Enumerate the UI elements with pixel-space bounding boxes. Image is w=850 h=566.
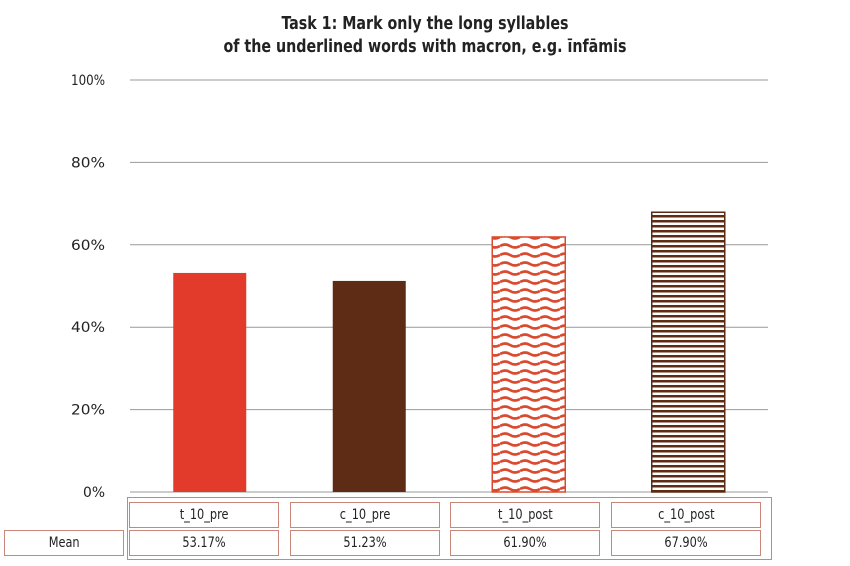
- y-tick-label: 0%: [83, 485, 105, 501]
- y-tick-label: 80%: [71, 155, 105, 171]
- bars: [173, 211, 726, 493]
- table-row-label-mean-text: Mean: [48, 535, 80, 551]
- table-value-t_10_pre-text: 53.17%: [182, 535, 226, 551]
- y-tick-label: 20%: [71, 403, 105, 419]
- y-axis-ticks: 0% 20% 40% 60% 80% 100%: [71, 73, 105, 501]
- table-header-t_10_pre: t_10_pre: [129, 502, 279, 528]
- table-value-c_10_post: 67.90%: [611, 530, 762, 556]
- table-header-t_10_post-text: t_10_post: [498, 507, 553, 523]
- table-value-c_10_pre-text: 51.23%: [343, 535, 387, 551]
- table-value-c_10_pre: 51.23%: [289, 530, 440, 556]
- table-frame: [127, 497, 772, 560]
- bar-t_10_post: [491, 236, 566, 493]
- chart-title: Task 1: Mark only the long syllables of …: [0, 12, 850, 58]
- bar-t_10_pre: [173, 272, 247, 492]
- table-value-t_10_post-text: 61.90%: [503, 535, 547, 551]
- y-tick-label: 100%: [71, 73, 105, 89]
- table-header-t_10_post: t_10_post: [450, 502, 601, 528]
- chart-title-line1: Task 1: Mark only the long syllables: [281, 13, 569, 34]
- bar-c_10_pre: [332, 280, 406, 492]
- table-header-c_10_pre-text: c_10_pre: [339, 507, 390, 523]
- y-tick-label: 40%: [71, 320, 105, 336]
- table-row-label-mean: Mean: [4, 530, 124, 556]
- table-header-c_10_pre: c_10_pre: [289, 502, 440, 528]
- bar-c_10_post: [651, 211, 726, 493]
- table-header-t_10_pre-text: t_10_pre: [179, 507, 229, 523]
- table-header-c_10_post: c_10_post: [611, 502, 762, 528]
- y-tick-label: 60%: [71, 238, 105, 254]
- table-value-t_10_post: 61.90%: [450, 530, 601, 556]
- table-value-c_10_post-text: 67.90%: [664, 535, 708, 551]
- chart-title-line2: of the underlined words with macron, e.g…: [223, 36, 627, 57]
- table-header-c_10_post-text: c_10_post: [657, 507, 715, 523]
- table-value-t_10_pre: 53.17%: [129, 530, 279, 556]
